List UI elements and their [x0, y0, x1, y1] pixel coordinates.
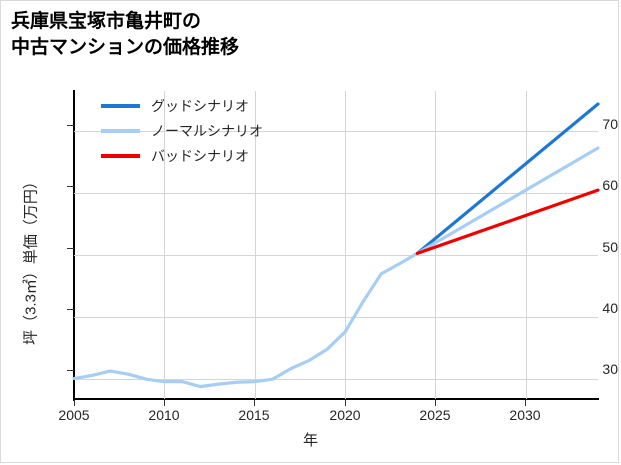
- y-tick-label: 60: [602, 177, 618, 193]
- gridline-vertical: [345, 91, 346, 399]
- x-tick-mark: [254, 400, 255, 406]
- legend-label-good: グッドシナリオ: [151, 97, 249, 114]
- series-line: [415, 188, 600, 255]
- gridline-horizontal: [74, 255, 598, 256]
- legend-swatch-good: [101, 103, 140, 108]
- series-line: [415, 102, 600, 255]
- y-axis-label: 坪（3.3㎡）単価（万円）: [22, 174, 40, 345]
- legend: グッドシナリオ ノーマルシナリオ バッドシナリオ: [101, 93, 321, 168]
- legend-swatch-normal: [101, 128, 140, 133]
- plot-area: [72, 91, 600, 399]
- gridline-horizontal: [74, 193, 598, 194]
- y-tick-label: 40: [602, 300, 618, 316]
- legend-item-normal[interactable]: ノーマルシナリオ: [101, 118, 321, 143]
- legend-item-bad[interactable]: バッドシナリオ: [101, 143, 321, 168]
- series-line: [72, 146, 600, 389]
- y-tick-mark: [67, 125, 74, 126]
- y-axis-label-wrap: 坪（3.3㎡）単価（万円）: [15, 91, 40, 399]
- y-tick-mark: [67, 370, 74, 371]
- y-tick-label: 70: [602, 116, 618, 132]
- x-tick-label: 2025: [419, 407, 451, 423]
- x-tick-mark: [435, 400, 436, 406]
- page-title: 兵庫県宝塚市亀井町の 中古マンションの価格推移: [11, 11, 240, 58]
- y-tick-mark: [67, 248, 74, 249]
- gridline-vertical: [255, 91, 256, 399]
- y-tick-label: 30: [602, 361, 618, 377]
- x-tick-label: 2030: [509, 407, 541, 423]
- x-tick-label: 2015: [238, 407, 270, 423]
- y-tick-mark: [67, 186, 74, 187]
- gridline-horizontal: [74, 131, 598, 132]
- y-axis-line: [73, 90, 75, 401]
- y-tick-mark: [67, 309, 74, 310]
- x-tick-mark: [164, 400, 165, 406]
- gridline-vertical: [435, 91, 436, 399]
- legend-swatch-bad: [101, 153, 140, 158]
- x-tick-mark: [525, 400, 526, 406]
- x-tick-label: 2005: [58, 407, 90, 423]
- gridline-vertical: [526, 91, 527, 399]
- y-tick-label: 50: [602, 239, 618, 255]
- gridline-vertical: [164, 91, 165, 399]
- gridline-horizontal: [74, 317, 598, 318]
- x-axis-label: 年: [302, 432, 318, 449]
- x-tick-label: 2010: [148, 407, 180, 423]
- legend-label-bad: バッドシナリオ: [151, 147, 249, 164]
- legend-item-good[interactable]: グッドシナリオ: [101, 93, 321, 118]
- x-axis-line: [73, 398, 599, 400]
- x-tick-mark: [345, 400, 346, 406]
- series-layer: [72, 102, 600, 389]
- x-tick-mark: [74, 400, 75, 406]
- legend-label-normal: ノーマルシナリオ: [151, 122, 263, 139]
- gridline-horizontal: [74, 379, 598, 380]
- x-tick-label: 2020: [329, 407, 361, 423]
